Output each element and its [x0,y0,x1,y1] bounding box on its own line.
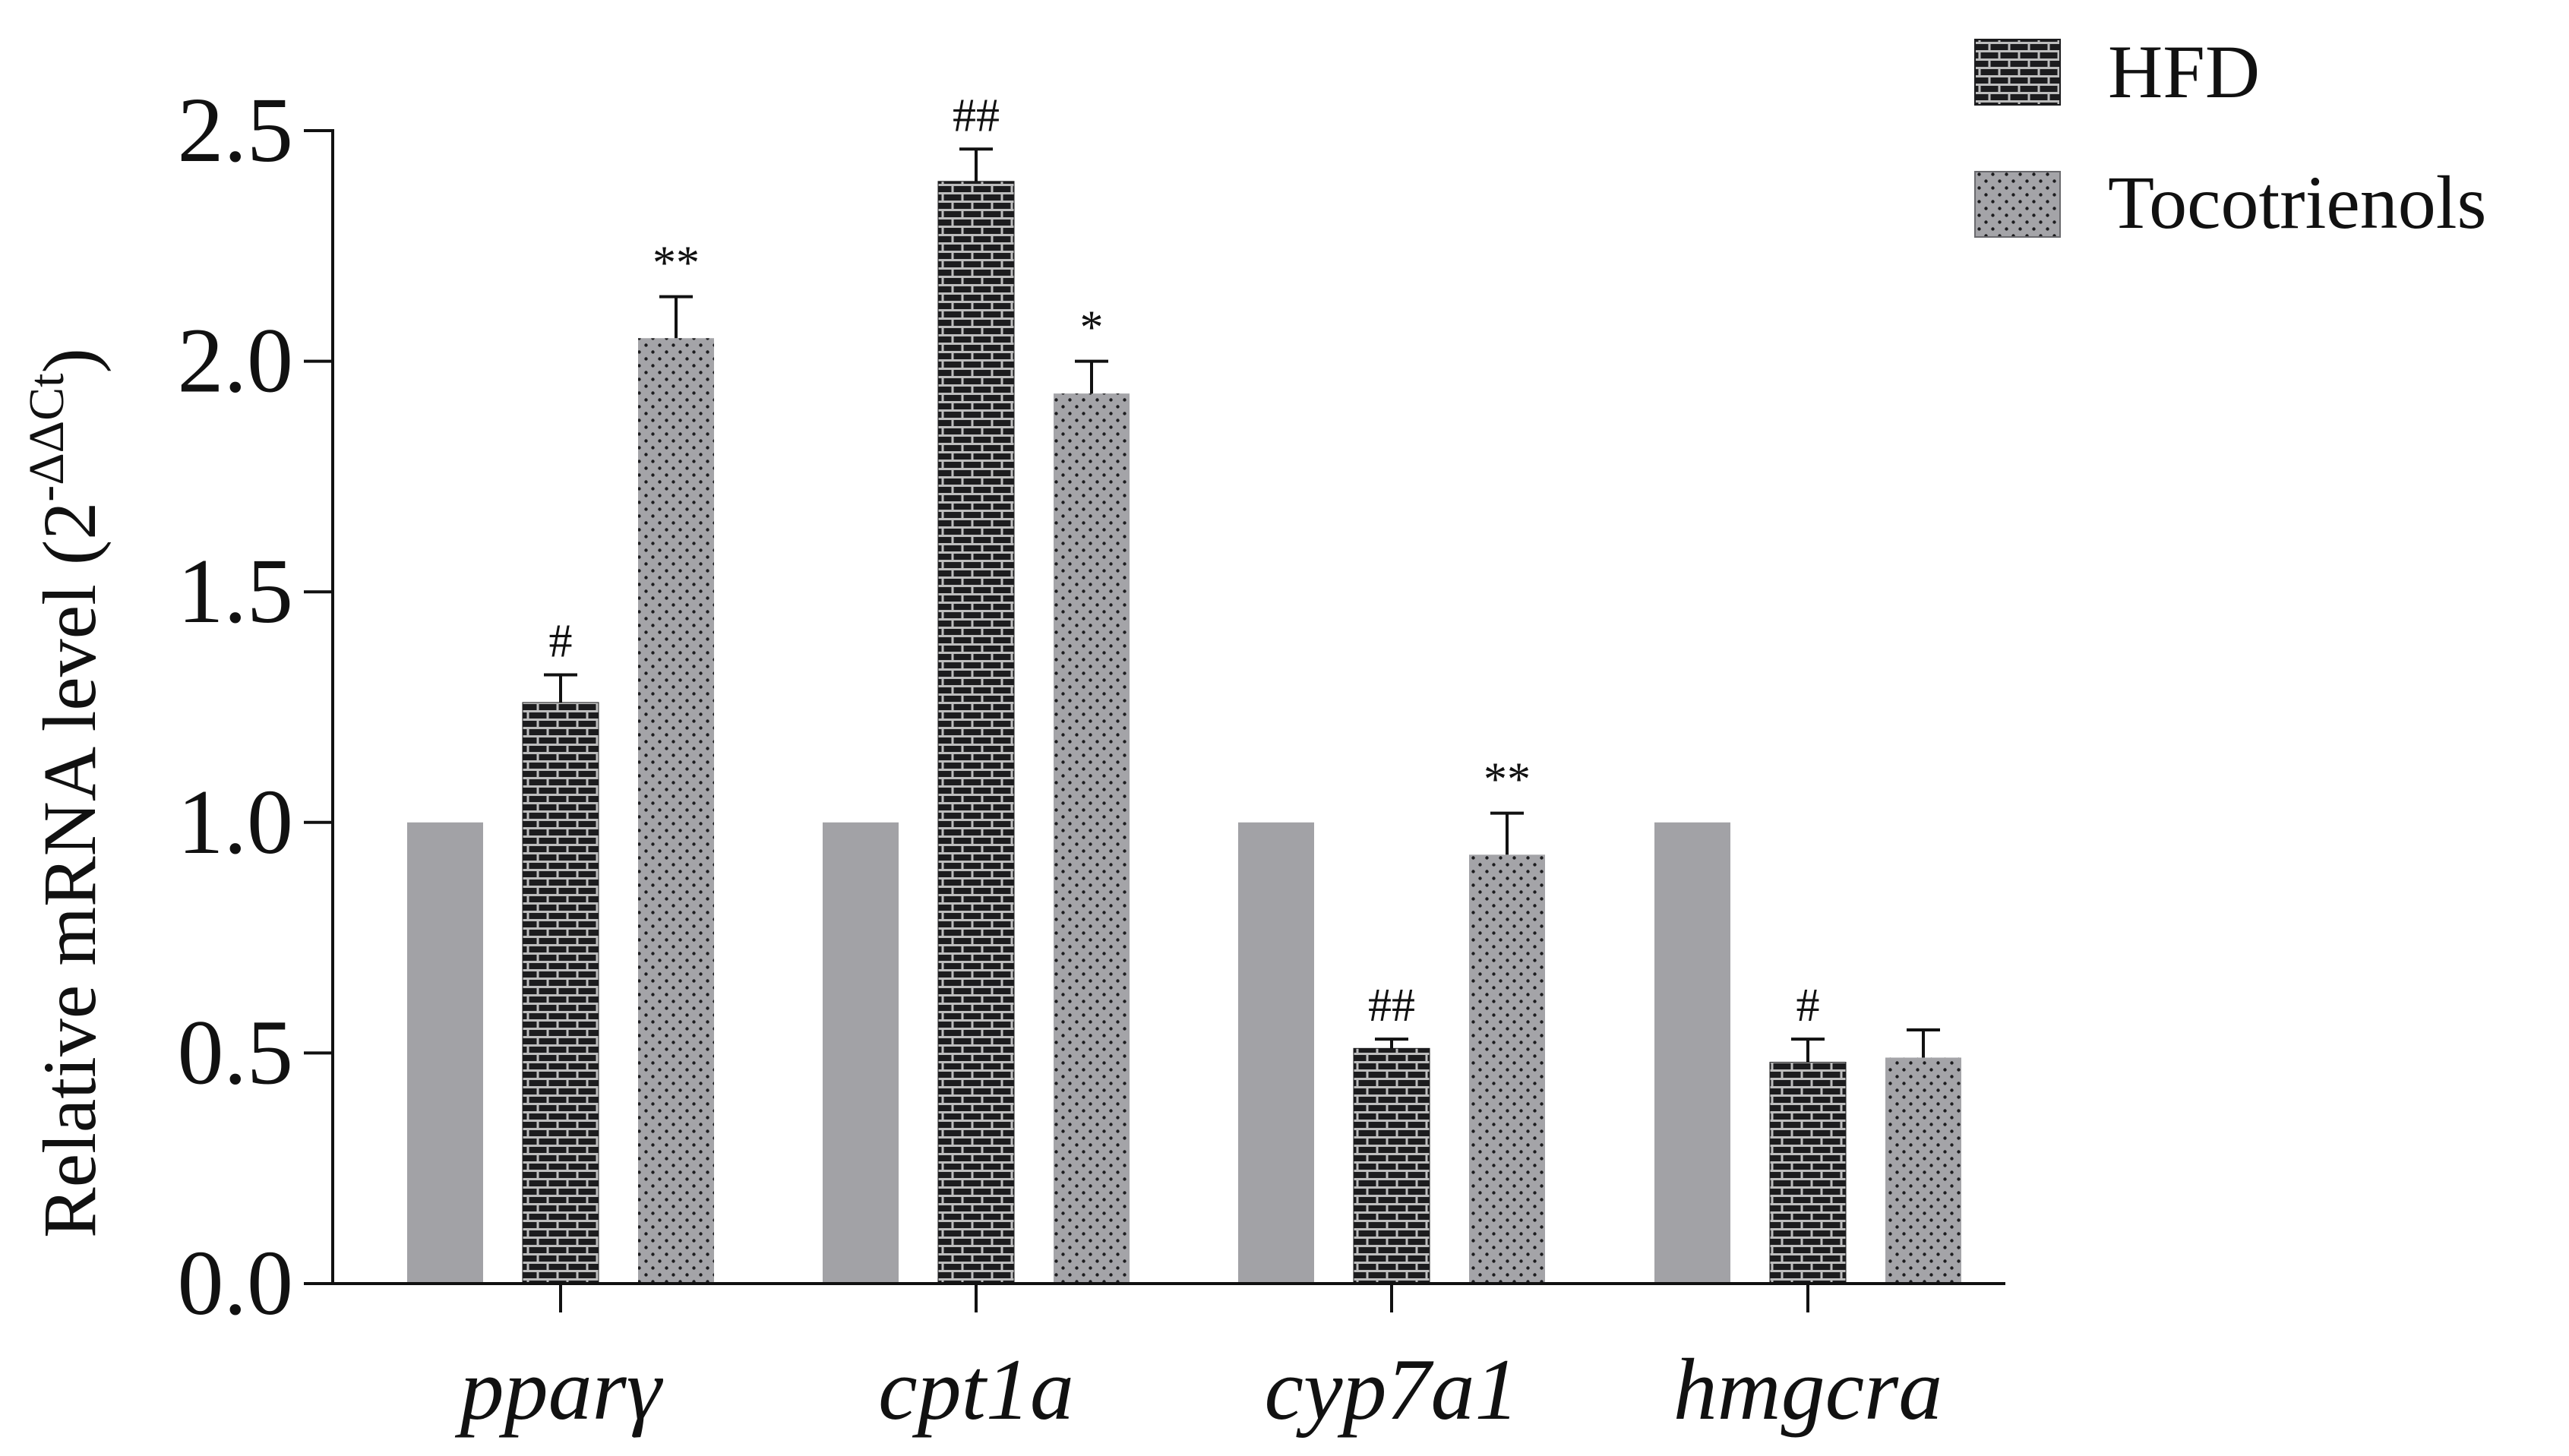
significance-label-hfd-cyp7a1: ## [1368,980,1415,1031]
bar-hfd-cyp7a1 [1353,1047,1430,1284]
bar-hfd-hmgcra [1769,1062,1847,1284]
y-axis-title-main: Relative mRNA level (2 [27,502,112,1238]
y-tick-label-3: 1.5 [178,540,294,643]
x-tick-label-cyp7a1: cyp7a1 [1265,1341,1519,1439]
legend-label-hfd: HFD [2108,30,2260,114]
bar-control-cyp7a1 [1238,822,1314,1284]
bar-control-hmgcra [1654,822,1730,1284]
significance-label-tocotrienols-cpt1a: * [1080,302,1104,354]
y-axis-title-superscript: -ΔΔCt [19,374,74,502]
y-tick-label-2: 1.0 [178,771,294,873]
legend-swatch-tocotrienols [1974,171,2061,238]
legend: HFD Tocotrienols [1974,30,2486,245]
bar-control-ppar [407,822,483,1284]
bar-tocotrienols-cyp7a1 [1469,854,1545,1284]
y-axis-title: Relative mRNA level (2-ΔΔCt) [19,348,112,1238]
bars-layer: # ** ## * ## ** # [407,90,1961,1284]
axes-layer: pparγ cpt1a cyp7a1 hmgcra 0.0 0.5 1.0 1.5 2.0 2.5 [178,79,2005,1439]
bar-tocotrienols-hmgcra [1885,1057,1961,1284]
x-tick-label-ppar: pparγ [455,1341,664,1439]
bar-hfd-cpt1a [937,181,1015,1284]
legend-swatch-hfd [1974,39,2061,106]
bar-tocotrienols-ppar [638,338,714,1284]
x-tick-label-hmgcra: hmgcra [1673,1341,1942,1439]
significance-label-hfd-ppar: # [549,615,573,667]
y-tick-label-5: 2.5 [178,79,294,182]
bar-hfd-ppar [522,702,599,1284]
y-tick-label-0: 0.0 [178,1232,294,1334]
bar-tocotrienols-cpt1a [1054,393,1130,1284]
y-tick-label-1: 0.5 [178,1001,294,1104]
significance-label-hfd-cpt1a: ## [953,90,1000,141]
bar-control-cpt1a [823,822,899,1284]
x-tick-label-cpt1a: cpt1a [878,1341,1074,1439]
legend-label-tocotrienols: Tocotrienols [2108,160,2486,245]
y-tick-label-4: 2.0 [178,310,294,412]
significance-label-tocotrienols-ppar: ** [653,238,700,289]
significance-label-tocotrienols-cyp7a1: ** [1484,754,1531,806]
y-axis-title-close: ) [27,348,112,373]
significance-label-hfd-hmgcra: # [1796,980,1820,1031]
